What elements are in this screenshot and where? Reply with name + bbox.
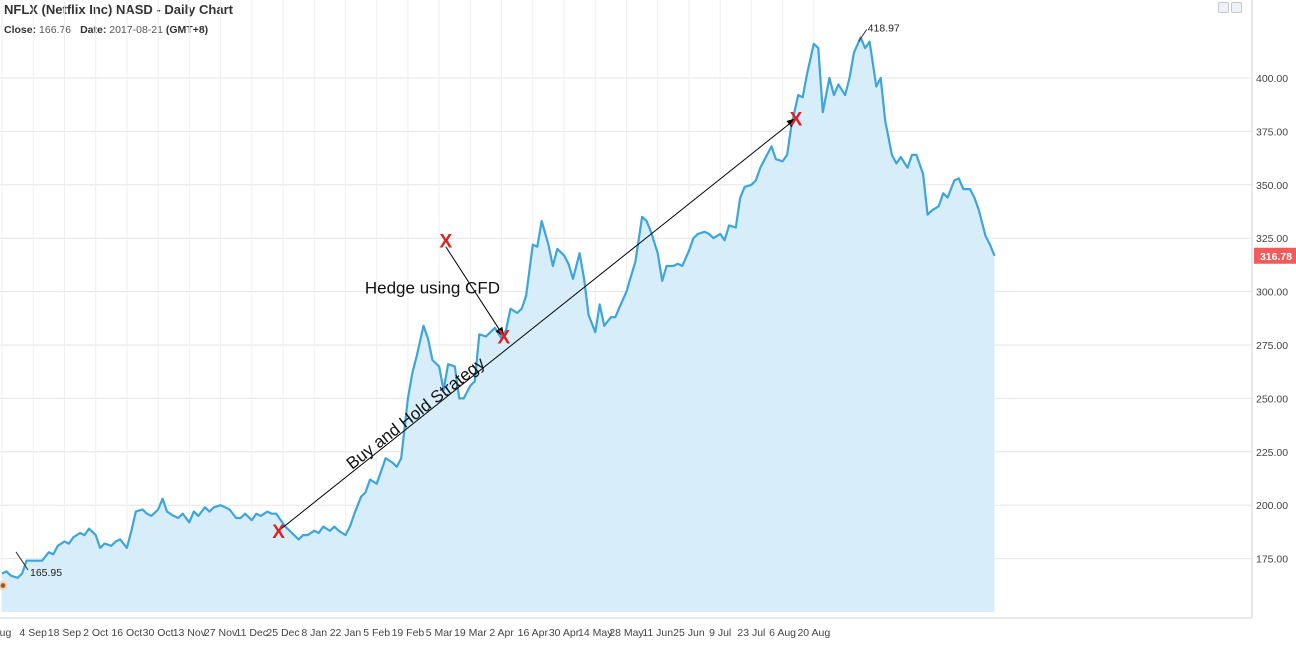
x-tick-label: 27 Nov	[204, 627, 238, 639]
options-icon[interactable]	[1231, 2, 1242, 13]
close-label: Close:	[4, 24, 37, 36]
annotation-marker: X	[790, 110, 803, 131]
x-tick-label: 30 Apr	[549, 627, 580, 639]
image-icon[interactable]	[1218, 2, 1229, 13]
annotation-marker: X	[439, 231, 452, 252]
y-tick-label: 375.00	[1256, 126, 1288, 138]
last-price-label: 316.78	[1260, 251, 1292, 263]
high-label: 418.97	[868, 22, 900, 34]
last-price-tag	[1254, 247, 1296, 264]
series-area	[2, 37, 995, 612]
x-tick-label: 11 Dec	[236, 627, 269, 639]
y-tick-label: 350.00	[1256, 180, 1288, 192]
area-layer	[1, 36, 996, 612]
annotation-marker: X	[272, 522, 285, 543]
x-tick-label: 5 Mar	[426, 627, 453, 639]
y-tick-label: 250.00	[1256, 393, 1288, 405]
x-tick-label: 4 Sep	[19, 627, 47, 639]
x-tick-label: 9 Jul	[709, 627, 731, 639]
y-tick-label: 225.00	[1256, 447, 1288, 459]
y-tick-label: 300.00	[1256, 287, 1288, 299]
high-label-leader	[858, 29, 868, 42]
annotation-hedge: Hedge using CFD	[365, 279, 500, 298]
chart-title: NFLX (Netflix Inc) NASD - Daily Chart	[4, 2, 233, 17]
x-tick-label: 11 Jun	[642, 627, 673, 639]
low-label: 165.95	[30, 567, 62, 579]
x-tick-label: 20 Aug	[797, 627, 830, 639]
date-value: 2017-08-21	[109, 24, 163, 36]
x-tick-label: 5 Feb	[363, 627, 390, 639]
x-tick-label: 28 May	[609, 627, 644, 639]
x-tick-label: 8 Jan	[301, 627, 327, 639]
chart-toolbar	[1218, 2, 1242, 14]
x-tick-label: 30 Oct	[143, 627, 174, 639]
start-dot	[0, 583, 6, 588]
x-tick-label: 25 Dec	[266, 627, 299, 639]
timezone-label: (GMT+8)	[165, 24, 209, 36]
close-value: 166.76	[39, 24, 72, 36]
annotation-arrow	[278, 117, 797, 532]
x-tick-label: 16 Apr	[518, 627, 549, 639]
x-tick-label: 23 Jul	[737, 627, 765, 639]
x-tick-label: 2 Oct	[83, 627, 108, 639]
x-tick-label: 2 Apr	[489, 627, 514, 639]
x-tick-label: 16 Oct	[111, 627, 142, 639]
x-tick-label: 18 Sep	[48, 627, 81, 639]
x-tick-label: 25 Jun	[673, 627, 705, 639]
chart-info-line: Close: 166.76 Date: 2017-08-21 (GMT+8)	[4, 24, 208, 36]
x-tick-label: 13 Nov	[173, 627, 207, 639]
x-tick-label: 22 Jan	[330, 627, 362, 639]
y-tick-label: 400.00	[1256, 73, 1288, 85]
y-tick-label: 325.00	[1256, 233, 1288, 245]
x-tick-label: 19 Mar	[454, 627, 487, 639]
axis-layer: 175.00 200.00 225.00 250.00 275.00 300.00 325.…	[0, 0, 1288, 639]
y-tick-label: 175.00	[1256, 554, 1288, 566]
annotation-arrow	[445, 246, 505, 338]
low-label-leader	[15, 551, 29, 571]
y-tick-label: 200.00	[1256, 500, 1288, 512]
x-tick-label: Aug	[0, 627, 11, 639]
annotation-marker: X	[497, 327, 510, 348]
x-tick-label: 6 Aug	[769, 627, 796, 639]
x-tick-label: 19 Feb	[392, 627, 425, 639]
x-tick-label: 14 May	[578, 627, 613, 639]
y-tick-label: 275.00	[1256, 340, 1288, 352]
date-label: Date:	[80, 24, 107, 36]
